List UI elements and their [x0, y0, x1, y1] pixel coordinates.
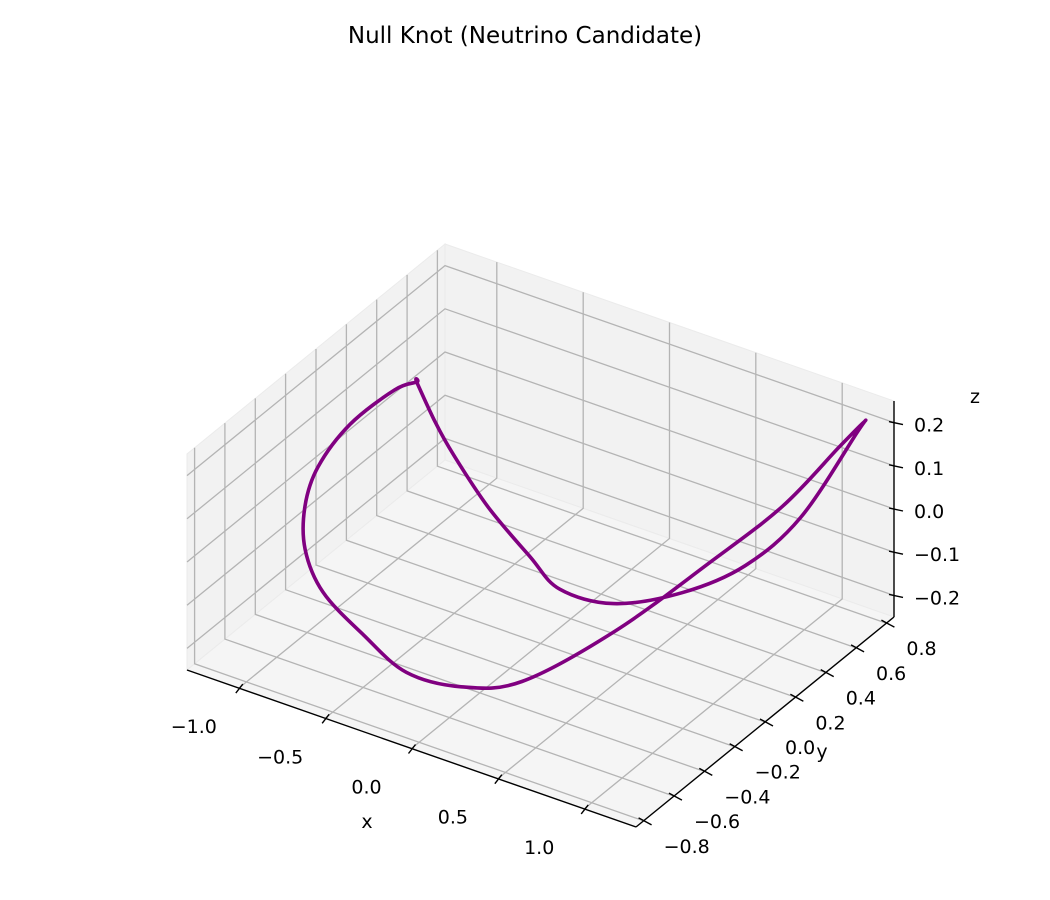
x-axis-line [186, 669, 637, 828]
y-grid-line [406, 274, 857, 649]
y-grid-line [315, 349, 766, 723]
y-tick-label: −0.6 [694, 811, 740, 833]
chart-title: Null Knot (Neutrino Candidate) [348, 23, 702, 49]
y-tick [698, 767, 713, 777]
z-tick [888, 507, 904, 512]
z-tick [888, 464, 904, 469]
y-tick [668, 792, 683, 801]
y-tick [638, 817, 652, 826]
y-tick [881, 619, 895, 628]
x-tick [235, 683, 244, 694]
y-grid-line [254, 398, 705, 773]
y-grid-line [376, 299, 826, 674]
z-tick-label: −0.1 [914, 544, 960, 566]
z-tick-label: 0.1 [914, 458, 944, 480]
x-tick [580, 804, 589, 815]
z-tick [888, 550, 904, 555]
series-group [301, 377, 868, 691]
grid-group [186, 250, 895, 822]
knot-curve-0 [301, 377, 868, 691]
z-tick-label: −0.2 [914, 587, 960, 609]
x-axis-label: x [361, 811, 372, 833]
x-tick-label: 1.0 [524, 837, 554, 859]
tick-group: −1.0−0.50.00.51.0 −0.8−0.6−0.4−0.20.00.20… [171, 415, 960, 859]
y-tick-label: 0.4 [846, 688, 876, 710]
y-grid-line [284, 373, 735, 748]
x-grid-line [497, 352, 757, 780]
y-grid-line [224, 423, 675, 797]
x-tick [321, 713, 330, 724]
y-tick [850, 644, 865, 653]
z-grid-line [186, 264, 895, 477]
x-tick [407, 744, 417, 754]
x-tick-label: 0.5 [438, 807, 468, 829]
z-tick [888, 420, 904, 426]
y-axis-label: y [816, 741, 827, 763]
x-tick-label: −1.0 [171, 716, 217, 738]
y-tick-label: 0.2 [815, 712, 845, 734]
y-tick-label: −0.4 [724, 786, 770, 808]
x-grid-line [411, 322, 671, 750]
x-tick-label: −0.5 [257, 746, 303, 768]
y-tick [759, 718, 774, 727]
y-grid-line [193, 447, 644, 822]
z-axis-label: z [970, 386, 980, 408]
x-tick-label: 0.0 [351, 777, 381, 799]
y-grid-line [345, 324, 796, 698]
z-grid-line [186, 351, 895, 563]
x-grid-line [324, 292, 584, 719]
y-tick [790, 693, 804, 702]
y-tick-label: −0.2 [755, 762, 801, 784]
z-tick [888, 593, 904, 599]
z-tick-label: 0.2 [914, 415, 944, 437]
y-tick-label: 0.8 [906, 638, 936, 660]
z-tick-label: 0.0 [914, 501, 944, 523]
x-grid-line [238, 262, 498, 689]
y-tick-label: 0.6 [876, 663, 906, 685]
x-tick [494, 774, 503, 785]
y-tick-label: 0.0 [785, 737, 815, 759]
y-tick [820, 668, 835, 678]
z-grid-line [186, 308, 895, 520]
z-grid-line [186, 394, 895, 606]
y-tick [729, 743, 743, 752]
y-tick-label: −0.8 [664, 836, 710, 858]
